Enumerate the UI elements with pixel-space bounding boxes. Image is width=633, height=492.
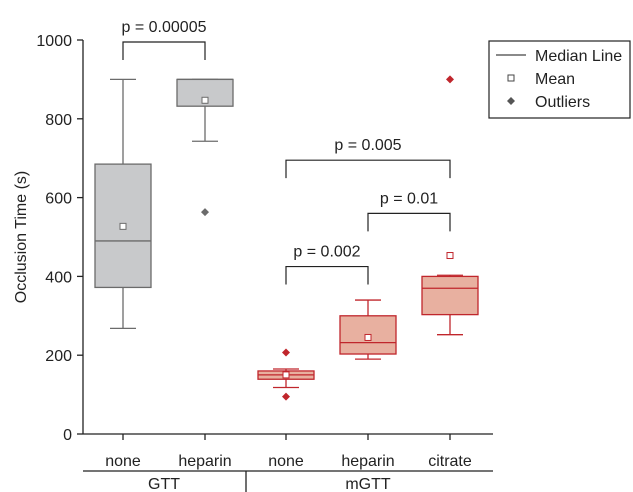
significance-annotations: p = 0.00005 p = 0.005 p = 0.01 p = 0.002 bbox=[122, 19, 451, 285]
significance-bracket: p = 0.002 bbox=[285, 244, 369, 285]
y-ticks: 0 200 400 600 800 1000 bbox=[36, 33, 83, 444]
x-tick-label: heparin bbox=[178, 453, 231, 470]
y-tick-label: 400 bbox=[45, 269, 72, 286]
mean-marker bbox=[201, 96, 209, 104]
p-value-label: p = 0.01 bbox=[380, 190, 438, 207]
x-axis: none heparin none heparin citrate GTT mGTT bbox=[83, 433, 493, 492]
mean-marker bbox=[282, 371, 290, 379]
y-tick-label: 1000 bbox=[36, 33, 72, 50]
legend: Median Line Mean Outliers bbox=[488, 40, 631, 119]
x-tick-label: citrate bbox=[428, 453, 472, 470]
legend-entry: Median Line bbox=[496, 48, 622, 65]
iqr-box bbox=[421, 275, 479, 316]
significance-bracket: p = 0.00005 bbox=[122, 19, 207, 60]
legend-mean-swatch bbox=[507, 74, 515, 82]
x-tick-label: none bbox=[105, 453, 141, 470]
legend-outlier-swatch bbox=[507, 97, 515, 105]
x-ticks: none heparin none heparin citrate bbox=[105, 434, 472, 470]
p-value-label: p = 0.00005 bbox=[122, 19, 207, 36]
legend-entry: Mean bbox=[507, 71, 575, 88]
p-value-label: p = 0.002 bbox=[293, 244, 360, 261]
box-mgtt-citrate bbox=[421, 75, 479, 336]
bracket-line bbox=[285, 159, 451, 179]
mean-marker bbox=[364, 333, 372, 341]
legend-label: Median Line bbox=[535, 48, 622, 65]
y-tick-label: 800 bbox=[45, 112, 72, 129]
outlier-point bbox=[201, 208, 209, 217]
outlier-point bbox=[282, 392, 290, 401]
legend-label: Mean bbox=[535, 71, 575, 88]
mean-marker bbox=[119, 222, 127, 230]
outlier-point bbox=[446, 75, 454, 84]
bracket-line bbox=[367, 212, 451, 232]
legend-label: Outliers bbox=[535, 94, 590, 111]
outlier-point bbox=[282, 348, 290, 357]
box-gtt-heparin bbox=[176, 78, 234, 217]
group-label: GTT bbox=[148, 476, 180, 492]
bracket-line bbox=[122, 41, 206, 60]
bracket-line bbox=[285, 265, 369, 285]
legend-entry: Outliers bbox=[507, 94, 590, 111]
y-tick-label: 600 bbox=[45, 191, 72, 208]
box-mgtt-none bbox=[257, 348, 315, 401]
x-tick-label: heparin bbox=[341, 453, 394, 470]
y-axis-title: Occlusion Time (s) bbox=[13, 171, 30, 303]
p-value-label: p = 0.005 bbox=[334, 137, 401, 154]
box-gtt-none bbox=[94, 78, 152, 330]
y-tick-label: 200 bbox=[45, 348, 72, 365]
y-tick-label: 0 bbox=[63, 427, 72, 444]
group-label: mGTT bbox=[345, 476, 391, 492]
boxes bbox=[94, 75, 479, 401]
x-tick-label: none bbox=[268, 453, 304, 470]
y-axis: 0 200 400 600 800 1000 Occlusion Time (s) bbox=[13, 33, 84, 444]
box-mgtt-heparin bbox=[339, 299, 397, 360]
significance-bracket: p = 0.005 bbox=[285, 137, 451, 179]
group-axis: GTT mGTT bbox=[83, 470, 493, 492]
mean-marker bbox=[446, 252, 454, 260]
significance-bracket: p = 0.01 bbox=[367, 190, 451, 232]
